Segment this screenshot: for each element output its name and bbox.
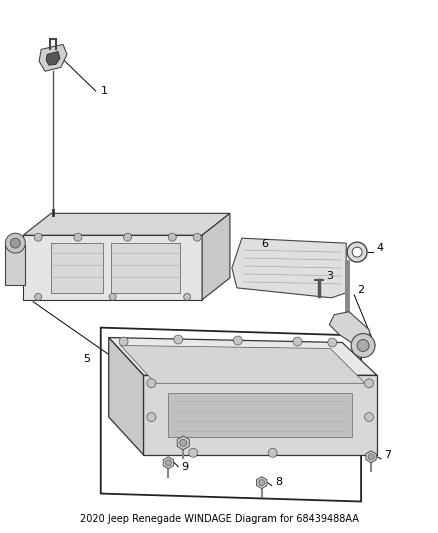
Circle shape [35,293,42,300]
Circle shape [357,340,369,351]
Circle shape [268,448,277,457]
Text: 5: 5 [83,354,90,365]
Text: 7: 7 [384,450,391,460]
Circle shape [119,337,128,346]
Circle shape [259,480,265,486]
Polygon shape [111,243,180,293]
Circle shape [124,233,131,241]
Circle shape [364,413,374,422]
Circle shape [147,379,156,387]
Polygon shape [46,51,60,65]
Circle shape [174,335,183,344]
Polygon shape [163,457,173,469]
Polygon shape [23,235,202,300]
Circle shape [293,337,302,346]
Text: 1: 1 [101,86,108,96]
Text: 10: 10 [195,441,209,451]
Circle shape [347,242,367,262]
Circle shape [189,448,198,457]
Circle shape [193,233,201,241]
Circle shape [364,379,374,387]
Polygon shape [39,44,67,71]
Text: 6: 6 [262,239,269,249]
Polygon shape [257,477,267,489]
Polygon shape [366,451,376,463]
Circle shape [34,233,42,241]
Polygon shape [202,213,230,300]
Circle shape [11,238,20,248]
Circle shape [180,439,187,446]
Circle shape [74,233,82,241]
Text: 8: 8 [276,477,283,487]
Circle shape [5,233,25,253]
Polygon shape [329,312,371,348]
Circle shape [352,247,362,257]
Polygon shape [109,337,377,375]
Text: 2: 2 [357,285,364,295]
Polygon shape [51,243,103,293]
Polygon shape [177,436,189,450]
Polygon shape [232,238,346,298]
Circle shape [368,454,374,460]
Circle shape [233,336,242,345]
Text: 11: 11 [283,408,297,418]
Polygon shape [120,345,365,383]
Circle shape [184,293,191,300]
Polygon shape [168,393,352,437]
Circle shape [328,338,337,347]
Text: 4: 4 [376,243,383,253]
Circle shape [165,460,171,466]
Text: 9: 9 [181,462,188,472]
Circle shape [109,293,116,300]
Circle shape [168,233,176,241]
Circle shape [351,334,375,358]
Circle shape [147,413,156,422]
Polygon shape [144,375,377,455]
Text: 3: 3 [326,271,333,281]
Polygon shape [109,337,144,455]
Text: 2020 Jeep Renegade WINDAGE Diagram for 68439488AA: 2020 Jeep Renegade WINDAGE Diagram for 6… [80,514,358,524]
Polygon shape [5,245,25,285]
Polygon shape [23,213,230,235]
